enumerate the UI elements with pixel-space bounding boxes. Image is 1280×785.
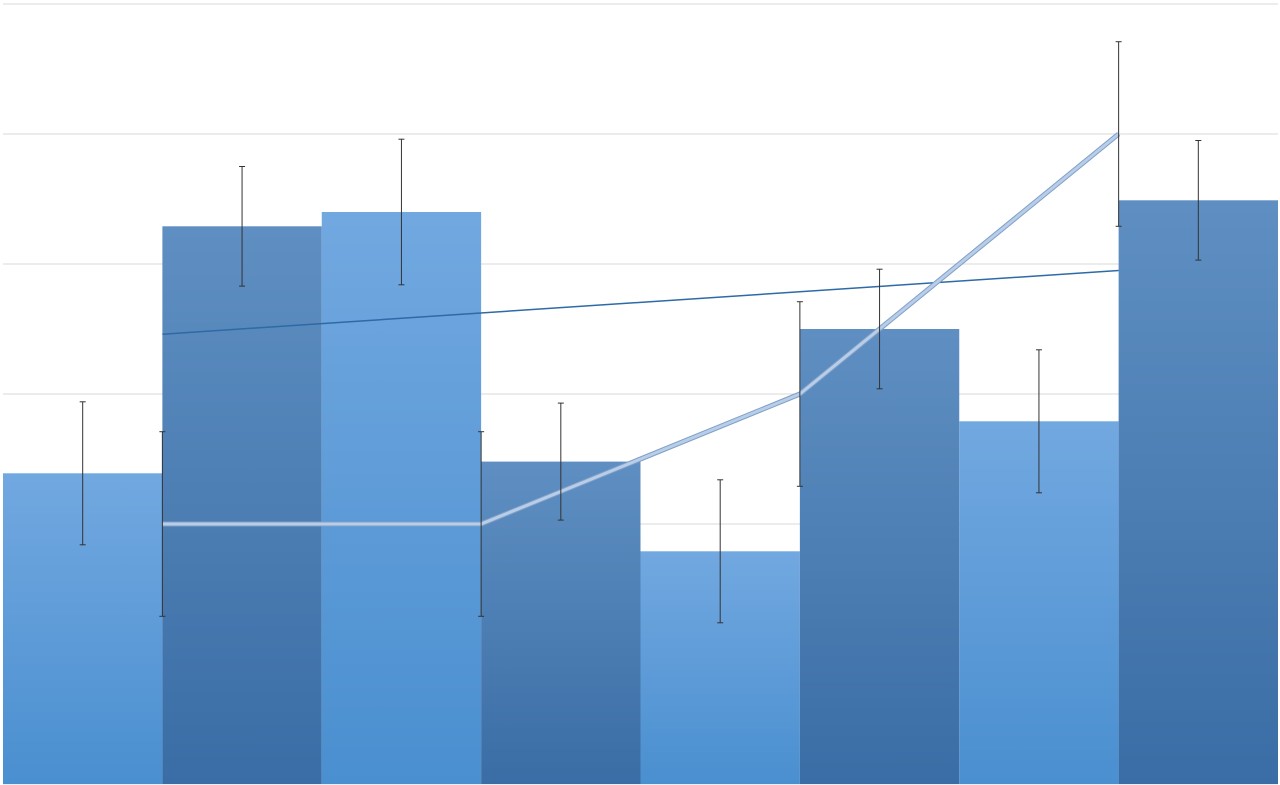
bar — [321, 212, 482, 784]
trendline-group — [162, 269, 1119, 335]
bar — [1118, 200, 1278, 785]
bar-series — [3, 200, 1278, 785]
trendline — [162, 269, 1119, 335]
line-path — [162, 132, 1120, 526]
error-bars — [79, 41, 1202, 624]
bar — [799, 329, 960, 784]
line-series — [162, 132, 1121, 527]
bar — [162, 226, 322, 785]
